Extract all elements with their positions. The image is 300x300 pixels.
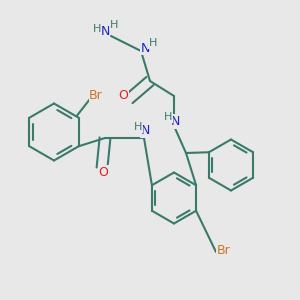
Text: Br: Br [217,244,230,257]
Text: H: H [164,112,172,122]
Text: N: N [100,25,110,38]
Text: H: H [93,23,102,34]
Text: Br: Br [89,89,103,103]
Text: N: N [141,124,150,137]
Text: N: N [141,41,150,55]
Text: O: O [99,166,108,179]
Text: O: O [118,89,128,103]
Text: H: H [110,20,118,30]
Text: H: H [149,38,157,49]
Text: N: N [171,115,180,128]
Text: H: H [134,122,142,133]
